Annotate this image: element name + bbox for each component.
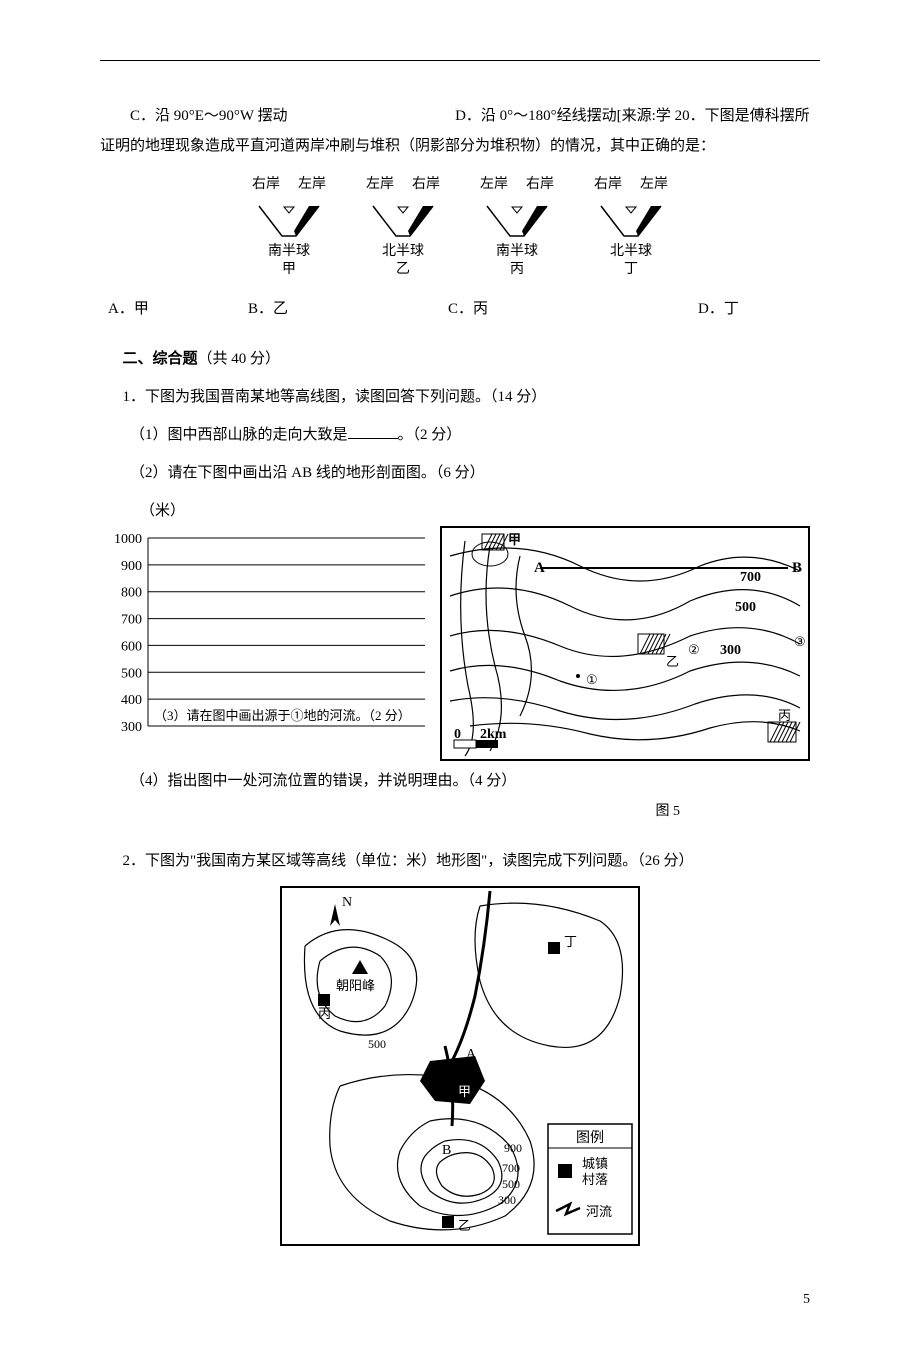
- svg-text:500: 500: [735, 600, 756, 615]
- svg-text:丙: 丙: [778, 708, 791, 723]
- page-top-rule: [100, 60, 820, 61]
- figure-5-caption: 图 5: [100, 798, 680, 826]
- comp-q1-sub1: （1）图中西部山脉的走向大致是。（2 分）: [100, 420, 820, 450]
- svg-text:B: B: [442, 1143, 451, 1158]
- svg-text:800: 800: [121, 586, 142, 601]
- svg-text:300: 300: [498, 1193, 516, 1207]
- svg-text:朝阳峰: 朝阳峰: [336, 978, 375, 993]
- svg-text:1000: 1000: [114, 532, 142, 547]
- svg-text:河流: 河流: [586, 1204, 612, 1219]
- svg-text:①: ①: [586, 672, 598, 687]
- svg-text:600: 600: [121, 640, 142, 655]
- meters-label: （米）: [140, 496, 820, 526]
- svg-text:甲: 甲: [458, 1084, 471, 1099]
- svg-text:甲: 甲: [508, 532, 521, 547]
- svg-text:B: B: [792, 560, 802, 576]
- q20-opt-b: B．乙: [248, 294, 448, 324]
- q20-opt-c: C．丙: [448, 294, 698, 324]
- svg-text:300: 300: [121, 720, 142, 735]
- svg-text:村落: 村落: [582, 1172, 608, 1187]
- river-diagram-甲: 右岸左岸南半球甲: [252, 171, 326, 279]
- svg-text:900: 900: [504, 1141, 522, 1155]
- page-number: 5: [100, 1286, 820, 1314]
- svg-text:500: 500: [121, 667, 142, 682]
- svg-text:500: 500: [368, 1037, 386, 1051]
- q19-opt-c: C．沿 90°E～90°W 摆动: [130, 108, 288, 124]
- svg-text:②: ②: [688, 642, 700, 657]
- svg-text:③: ③: [794, 634, 806, 649]
- svg-text:（3）请在图中画出源于①地的河流。（2 分）: （3）请在图中画出源于①地的河流。（2 分）: [154, 708, 411, 723]
- svg-text:500: 500: [502, 1177, 520, 1191]
- svg-text:2km: 2km: [480, 727, 507, 742]
- profile-chart: 1000 900 800 700 600 500 400 300 （3）请在图中画出源于①地的河…: [100, 526, 430, 752]
- river-diagram-丙: 左岸右岸南半球丙: [480, 171, 554, 279]
- contour-map-figure5: 甲A B 700 500 300 ① ② ③ 乙丙 0 2km: [440, 526, 810, 772]
- q20-options-row: A．甲 B．乙 C．丙 D．丁: [100, 294, 820, 324]
- svg-text:700: 700: [740, 570, 761, 585]
- comp-q1-sub2: （2）请在下图中画出沿 AB 线的地形剖面图。（6 分）: [100, 458, 820, 488]
- river-diagram-丁: 右岸左岸北半球丁: [594, 171, 668, 279]
- svg-text:丁: 丁: [564, 934, 577, 949]
- svg-text:丙: 丙: [318, 1006, 331, 1021]
- svg-text:城镇: 城镇: [582, 1156, 608, 1171]
- svg-text:图例: 图例: [576, 1130, 604, 1146]
- comp-q1-stem: 1．下图为我国晋南某地等高线图，读图回答下列问题。（14 分）: [100, 382, 820, 412]
- svg-text:900: 900: [121, 559, 142, 574]
- profile-and-contour-row: 1000 900 800 700 600 500 400 300 （3）请在图中画出源于①地的河…: [100, 526, 820, 772]
- q20-opt-d: D．丁: [698, 294, 739, 324]
- south-region-contour-map: N 朝阳峰丙 丁甲乙 A B 500 900 700 500 300 图例城镇村落河流: [280, 886, 640, 1246]
- river-diagram-乙: 左岸右岸北半球乙: [366, 171, 440, 279]
- svg-text:N: N: [342, 895, 352, 910]
- river-cross-section-diagrams: 右岸左岸南半球甲左岸右岸北半球乙左岸右岸南半球丙右岸左岸北半球丁: [100, 171, 820, 279]
- q19-options-and-q20-stem: C．沿 90°E～90°W 摆动 D．沿 0°～180°经线摆动[来源:学 20…: [100, 101, 820, 161]
- south-map-wrapper: N 朝阳峰丙 丁甲乙 A B 500 900 700 500 300 图例城镇村落河流: [100, 886, 820, 1246]
- svg-text:0: 0: [454, 727, 461, 742]
- svg-text:300: 300: [720, 643, 741, 658]
- svg-text:400: 400: [121, 694, 142, 709]
- section-2-heading: 二、综合题（共 40 分）: [100, 344, 820, 374]
- q20-opt-a: A．甲: [108, 294, 248, 324]
- svg-text:A: A: [466, 1047, 477, 1062]
- svg-text:乙: 乙: [458, 1218, 471, 1233]
- svg-text:A: A: [534, 560, 545, 576]
- comp-q2-stem: 2．下图为"我国南方某区域等高线（单位：米）地形图"，读图完成下列问题。（26 …: [100, 846, 820, 876]
- svg-text:乙: 乙: [666, 654, 679, 669]
- fill-blank: [348, 424, 398, 439]
- svg-text:700: 700: [502, 1161, 520, 1175]
- svg-text:700: 700: [121, 613, 142, 628]
